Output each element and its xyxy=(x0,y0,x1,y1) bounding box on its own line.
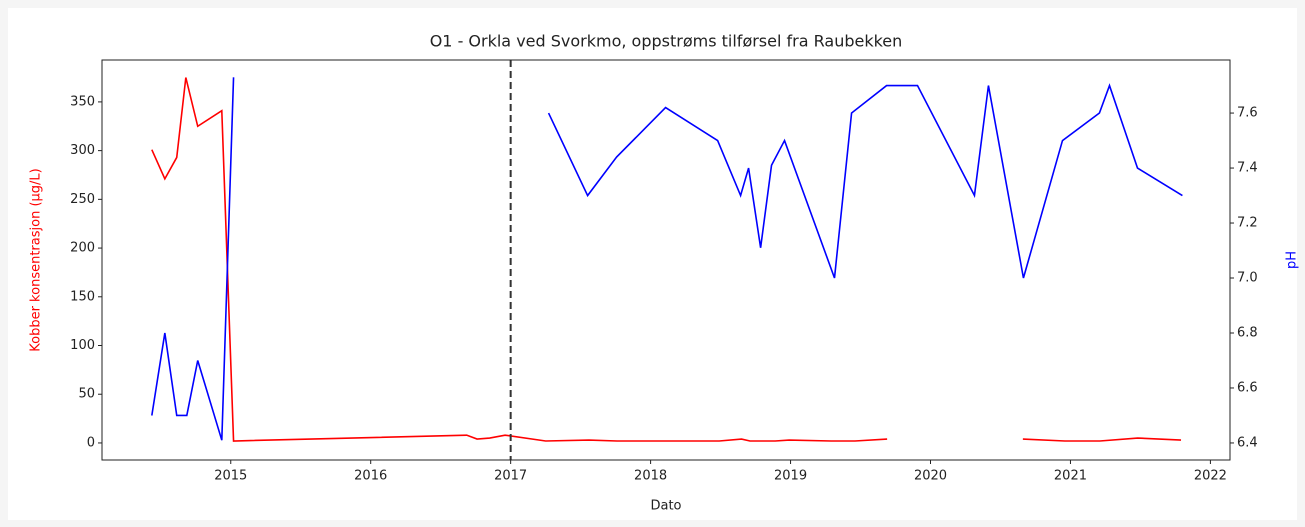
x-tick-label: 2019 xyxy=(774,469,807,484)
y2-tick-label: 7.4 xyxy=(1237,161,1258,176)
y-tick-label: 250 xyxy=(70,192,95,207)
line-series xyxy=(151,77,1182,442)
y2-tick-label: 6.4 xyxy=(1237,435,1258,450)
x-tick-label: 2015 xyxy=(214,469,247,484)
y-tick-label: 0 xyxy=(87,435,95,450)
x-tick-label: 2021 xyxy=(1054,469,1087,484)
y2-axis-label: pH xyxy=(1285,251,1300,269)
x-tick-label: 2022 xyxy=(1194,469,1227,484)
figure-background xyxy=(8,8,1297,520)
y-tick-label: 150 xyxy=(70,289,95,304)
y2-tick-label: 6.8 xyxy=(1237,325,1258,340)
x-tick-label: 2016 xyxy=(354,469,387,484)
y-tick-label: 200 xyxy=(70,241,95,256)
chart-title: O1 - Orkla ved Svorkmo, oppstrøms tilfør… xyxy=(430,32,903,51)
x-axis-label: Dato xyxy=(650,499,681,514)
y-tick-label: 100 xyxy=(70,338,95,353)
y2-tick-label: 6.6 xyxy=(1237,380,1258,395)
plot-frame xyxy=(101,59,1231,461)
x-tick-label: 2018 xyxy=(634,469,667,484)
y2-tick-label: 7.2 xyxy=(1237,216,1258,231)
line-series xyxy=(151,77,1183,441)
y-tick-label: 50 xyxy=(78,387,95,402)
x-tick-label: 2017 xyxy=(494,469,527,484)
y-tick-label: 350 xyxy=(70,94,95,109)
y-tick-label: 300 xyxy=(70,143,95,158)
y2-tick-label: 7.0 xyxy=(1237,271,1258,286)
x-tick-label: 2020 xyxy=(914,469,947,484)
y-axis-label: Kobber konsentrasjon (µg/L) xyxy=(29,168,44,352)
y2-tick-label: 7.6 xyxy=(1237,106,1258,121)
